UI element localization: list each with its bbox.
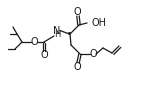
Text: H: H xyxy=(54,30,60,39)
Text: O: O xyxy=(40,50,48,60)
Text: O: O xyxy=(30,37,38,47)
Text: OH: OH xyxy=(92,17,107,28)
Text: N: N xyxy=(53,25,61,36)
Text: O: O xyxy=(73,62,81,72)
Text: O: O xyxy=(89,49,97,59)
Text: O: O xyxy=(74,7,81,17)
